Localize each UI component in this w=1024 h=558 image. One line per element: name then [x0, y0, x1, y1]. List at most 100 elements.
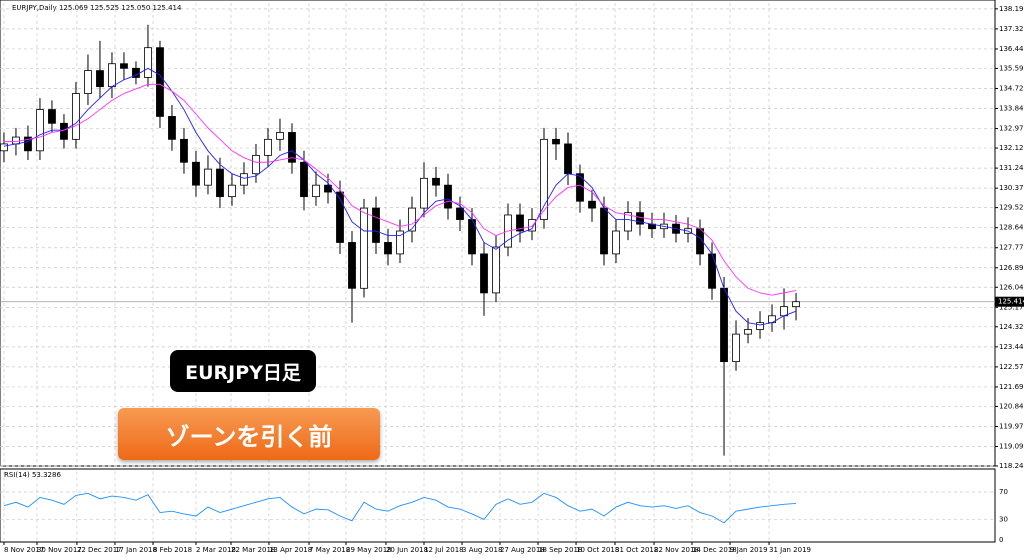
x-tick-label: 31 Oct 2018: [615, 546, 658, 554]
candle-body: [264, 138, 272, 156]
main-panel: [0, 0, 996, 467]
candle-body: [492, 246, 500, 294]
moving-average: [3, 67, 797, 326]
x-tick-label: 10 Oct 2018: [576, 546, 619, 554]
candle-body: [216, 168, 224, 198]
candle-body: [588, 200, 596, 209]
candle-body: [708, 253, 716, 289]
y-tick-label: 124.320: [999, 323, 1024, 331]
chart-title: EURJPY,Daily 125.069 125.525 125.050 125…: [12, 4, 182, 12]
x-tick-label: 18 Sep 2018: [538, 546, 582, 554]
candle-body: [600, 207, 608, 255]
candle-body: [444, 184, 452, 209]
last-price-box: [995, 296, 1024, 307]
annotation: EURJPY日足: [170, 350, 316, 392]
y-tick-label: 70: [999, 488, 1008, 496]
candle-body: [624, 212, 632, 232]
y-tick-label: 137.320: [999, 25, 1024, 33]
candle-body: [204, 168, 212, 186]
y-tick-label: 119.970: [999, 422, 1024, 430]
candle-body: [324, 184, 332, 193]
x-tick-label: 2 Mar 2018: [196, 546, 236, 554]
candle-body: [120, 63, 128, 69]
candle-body: [300, 161, 308, 198]
y-tick-label: 136.445: [999, 45, 1024, 53]
y-tick-label: 138.195: [999, 5, 1024, 13]
candle-body: [84, 70, 92, 94]
x-tick-label: 17 Jan 2018: [115, 546, 157, 554]
y-tick-label: 121.695: [999, 383, 1024, 391]
candle-body: [240, 173, 248, 186]
x-tick-label: 8 Feb 2018: [153, 546, 192, 554]
candle-body: [144, 47, 152, 78]
y-tick-label: 127.770: [999, 244, 1024, 252]
candle-body: [564, 143, 572, 175]
candle-body: [456, 207, 464, 220]
x-tick-label: 29 May 2018: [346, 546, 392, 554]
candle-body: [732, 333, 740, 363]
x-tick-label: 14 Dec 2018: [692, 546, 737, 554]
y-tick-label: 128.645: [999, 224, 1024, 232]
candle-body: [180, 138, 188, 163]
x-tick-label: 3 Aug 2018: [462, 546, 502, 554]
y-tick-label: 119.095: [999, 443, 1024, 451]
candle-body: [156, 47, 164, 117]
x-tick-label: 13 Apr 2018: [269, 546, 312, 554]
candle-body: [372, 207, 380, 243]
candle-body: [0, 143, 8, 152]
x-tick-label: 22 Dec 2017: [77, 546, 122, 554]
y-tick-label: 132.120: [999, 144, 1024, 152]
candle-body: [60, 122, 68, 140]
y-tick-label: 129.520: [999, 204, 1024, 212]
candle-body: [384, 242, 392, 255]
candle-body: [480, 253, 488, 294]
candle-body: [528, 219, 536, 232]
x-tick-label: 31 Jan 2019: [769, 546, 811, 554]
candle-body: [540, 138, 548, 220]
y-tick-label: 125.170: [999, 303, 1024, 311]
candle-body: [276, 132, 284, 140]
candle-body: [552, 138, 560, 145]
y-tick-label: 130.370: [999, 184, 1024, 192]
candle-body: [96, 70, 104, 88]
rsi-title: RSI(14) 53.3286: [4, 471, 61, 479]
y-tick-label: 123.445: [999, 343, 1024, 351]
x-tick-label: 27 Aug 2018: [500, 546, 545, 554]
x-tick-label: 22 Nov 2018: [654, 546, 699, 554]
candle-body: [288, 132, 296, 163]
candle-body: [612, 230, 620, 255]
candle-body: [756, 322, 764, 330]
candle-body: [72, 93, 80, 140]
candle-body: [636, 212, 644, 225]
y-tick-label: 118.245: [999, 462, 1024, 470]
candle-body: [432, 177, 440, 186]
candle-body: [168, 116, 176, 140]
y-tick-label: 126.045: [999, 283, 1024, 291]
candle-body: [36, 109, 44, 152]
candle-body: [336, 191, 344, 243]
last-price-label: 125.414: [998, 298, 1024, 306]
candle-body: [408, 207, 416, 232]
candle-body: [192, 161, 200, 186]
candle-body: [48, 109, 56, 124]
candle-body: [360, 207, 368, 289]
x-tick-label: 20 Jun 2018: [386, 546, 428, 554]
y-tick-label: 135.595: [999, 64, 1024, 72]
y-tick-label: 122.570: [999, 363, 1024, 371]
y-tick-label: 126.895: [999, 264, 1024, 272]
rsi-panel: [0, 468, 996, 543]
y-tick-label: 131.245: [999, 164, 1024, 172]
rsi-line: [3, 492, 797, 524]
x-tick-label: 7 May 2018: [309, 546, 350, 554]
candle-body: [228, 184, 236, 198]
annotation: ゾーンを引く前: [118, 408, 380, 460]
candle-body: [348, 242, 356, 289]
candle-body: [720, 287, 728, 363]
moving-average: [3, 83, 797, 296]
x-tick-label: 8 Nov 2017: [4, 546, 44, 554]
candle-body: [792, 301, 800, 308]
candle-body: [252, 154, 260, 175]
x-tick-label: 12 Jul 2018: [424, 546, 464, 554]
